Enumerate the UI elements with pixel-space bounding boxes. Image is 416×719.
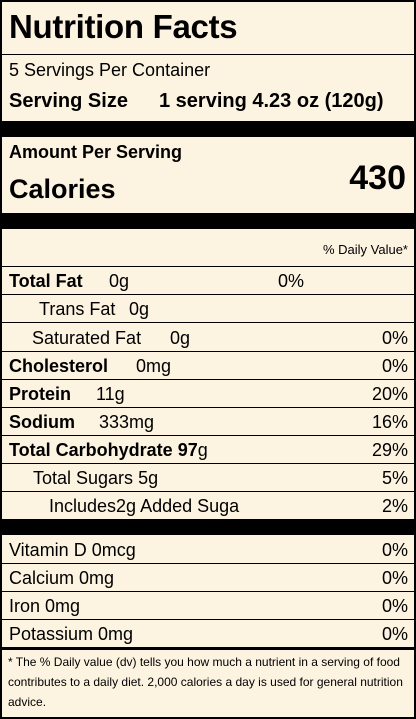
vitamin-row: Potassium 0mg 0% — [2, 620, 414, 647]
vitamin-dv: 0% — [381, 624, 408, 644]
nutrient-amount: 333mg — [99, 412, 155, 432]
vitamin-row: Calcium 0mg 0% — [2, 564, 414, 591]
divider — [2, 563, 414, 564]
divider — [2, 407, 414, 408]
nutrient-row-trans-fat: Trans Fat 0g — [2, 295, 414, 322]
nutrient-name: Includes2g Added Suga — [49, 496, 240, 516]
amount-per-serving: Amount Per Serving — [9, 142, 183, 162]
divider — [2, 322, 414, 323]
nutrient-row-cholesterol: Cholesterol 0mg 0% — [2, 352, 414, 379]
divider — [2, 54, 414, 55]
nutrient-row-protein: Protein 11g 20% — [2, 380, 414, 407]
divider — [2, 379, 414, 380]
nutrient-dv: 5% — [381, 468, 408, 488]
divider — [2, 351, 414, 352]
divider — [2, 619, 414, 620]
nutrient-dv: 0% — [278, 271, 305, 291]
divider — [2, 435, 414, 436]
nutrient-row-sodium: Sodium 333mg 16% — [2, 408, 414, 435]
vitamin-dv: 0% — [381, 596, 408, 616]
divider — [2, 591, 414, 592]
vitamin-dv: 0% — [381, 568, 408, 588]
vitamin-label: Calcium 0mg — [9, 568, 115, 588]
nutrient-amount: 0g — [170, 328, 191, 348]
nutrient-row-total-sugars: Total Sugars 5g 5% — [2, 464, 414, 491]
divider — [2, 491, 414, 492]
divider — [2, 294, 414, 295]
footnote: * The % Daily value (dv) tells you how m… — [8, 655, 403, 709]
nutrient-amount: 0g — [129, 299, 150, 319]
calories-value: 430 — [349, 159, 406, 197]
nutrient-amount: 0mg — [136, 356, 172, 376]
vitamin-label: Iron 0mg — [9, 596, 81, 616]
vitamin-row: Vitamin D 0mcg 0% — [2, 536, 414, 563]
nutrient-name: Total Carbohydrate 97g — [9, 440, 208, 460]
nutrient-row-total-fat: Total Fat 0g 0% — [2, 267, 414, 294]
nutrient-amount: 0g — [109, 271, 130, 291]
thick-divider — [2, 213, 414, 229]
vitamin-row: Iron 0mg 0% — [2, 592, 414, 619]
footnote-divider — [2, 647, 414, 650]
calories-label: Calories — [9, 174, 116, 204]
thick-divider — [2, 121, 414, 137]
vitamin-dv: 0% — [381, 540, 408, 560]
nutrient-name: Cholesterol — [9, 356, 109, 376]
nutrient-name: Saturated Fat — [32, 328, 142, 348]
nutrient-name: Sodium — [9, 412, 75, 432]
vitamin-label: Potassium 0mg — [9, 624, 134, 644]
nutrient-dv: 0% — [381, 356, 408, 376]
nutrient-name: Total Fat — [9, 271, 83, 291]
nutrient-row-added-sugars: Includes2g Added Suga 2% — [2, 492, 414, 519]
nutrient-dv: 20% — [371, 384, 408, 404]
nutrient-dv: 29% — [371, 440, 408, 460]
nutrient-name: Trans Fat — [39, 299, 116, 319]
label-title: Nutrition Facts — [9, 8, 238, 45]
nutrient-amount: 11g — [96, 384, 125, 404]
daily-value-header: % Daily Value* — [322, 242, 408, 257]
serving-size-value: 1 serving 4.23 oz (120g) — [159, 90, 384, 112]
nutrient-name: Protein — [9, 384, 72, 404]
divider — [2, 463, 414, 464]
nutrient-row-saturated-fat: Saturated Fat 0g 0% — [2, 324, 414, 351]
divider — [2, 266, 414, 267]
nutrient-dv: 0% — [381, 328, 408, 348]
thick-divider — [2, 519, 414, 535]
servings-per-container: 5 Servings Per Container — [9, 60, 211, 80]
nutrient-dv: 16% — [371, 412, 408, 432]
vitamin-label: Vitamin D 0mcg — [9, 540, 136, 560]
nutrient-dv: 2% — [381, 496, 408, 516]
serving-size-label: Serving Size — [9, 90, 128, 112]
nutrient-name: Total Sugars 5g — [33, 468, 159, 488]
nutrient-row-total-carbohydrate: Total Carbohydrate 97g 29% — [2, 436, 414, 463]
